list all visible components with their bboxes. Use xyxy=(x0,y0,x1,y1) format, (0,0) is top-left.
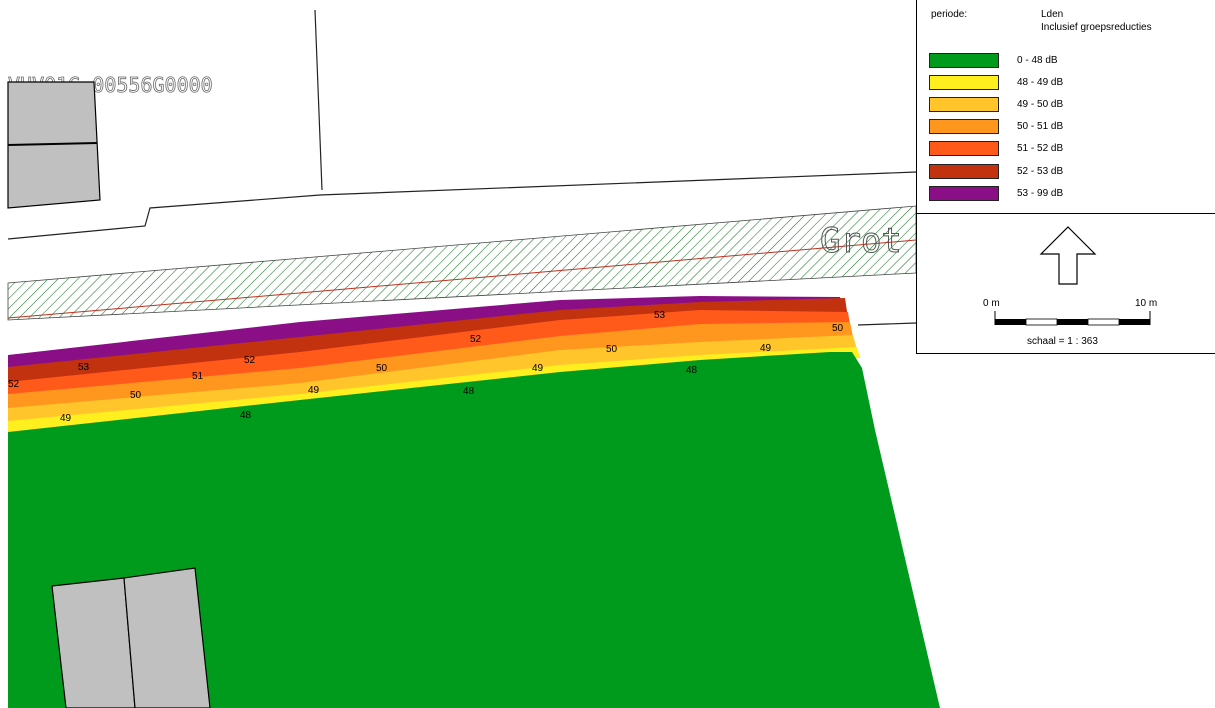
contour-label: 50 xyxy=(606,344,618,355)
contour-label: 48 xyxy=(686,365,698,376)
periode-label: periode: xyxy=(931,9,968,20)
contour-label: 50 xyxy=(376,363,388,374)
building-top-left xyxy=(7,81,101,209)
parcel-boundaries xyxy=(7,9,917,326)
scale-caption: schaal = 1 : 363 xyxy=(1027,336,1098,347)
contour-labels: 52 53 49 50 51 52 48 49 50 48 52 49 50 5… xyxy=(8,310,844,424)
legend-panel: periode: Lden Inclusief groepsreducties … xyxy=(916,0,1215,354)
noise-zones xyxy=(8,296,940,708)
contour-label: 49 xyxy=(760,343,772,354)
contour-label: 49 xyxy=(308,385,320,396)
legend-swatch xyxy=(929,97,999,112)
legend-swatch xyxy=(929,164,999,179)
contour-label: 53 xyxy=(78,362,90,373)
contour-label: 52 xyxy=(470,334,482,345)
contour-label: 49 xyxy=(60,413,72,424)
building-bottom-left xyxy=(51,567,211,708)
street-name: Grot xyxy=(820,221,902,261)
legend-label: 48 - 49 dB xyxy=(1017,77,1064,88)
contour-label: 48 xyxy=(240,410,252,421)
legend-swatch xyxy=(929,53,999,68)
contour-label: 50 xyxy=(130,390,142,401)
legend-swatch xyxy=(929,141,999,156)
legend-label: 0 - 48 dB xyxy=(1017,55,1058,66)
legend-label: 53 - 99 dB xyxy=(1017,188,1064,199)
contour-label: 53 xyxy=(654,310,666,321)
scale-right-label: 10 m xyxy=(1135,298,1157,309)
scale-bar xyxy=(994,311,1151,326)
legend-swatch xyxy=(929,119,999,134)
legend-label: 50 - 51 dB xyxy=(1017,121,1064,132)
legend-label: 51 - 52 dB xyxy=(1017,143,1064,154)
contour-label: 51 xyxy=(192,371,204,382)
periode-note: Inclusief groepsreducties xyxy=(1041,22,1152,33)
zone-0-48 xyxy=(8,352,940,708)
contour-label: 49 xyxy=(532,363,544,374)
scale-left-label: 0 m xyxy=(983,298,1000,309)
contour-label: 50 xyxy=(832,323,844,334)
legend-divider xyxy=(917,213,1215,214)
legend-swatch xyxy=(929,186,999,201)
scale-block: 0 m 10 m schaal = 1 : 363 xyxy=(983,226,1157,347)
legend-label: 49 - 50 dB xyxy=(1017,99,1064,110)
road-centerline xyxy=(7,239,917,319)
contour-label: 52 xyxy=(8,379,20,390)
periode-value: Lden xyxy=(1041,9,1064,20)
legend-swatch xyxy=(929,75,999,90)
legend-label: 52 - 53 dB xyxy=(1017,166,1064,177)
north-arrow-icon xyxy=(1039,226,1097,285)
contour-label: 48 xyxy=(463,386,475,397)
contour-label: 52 xyxy=(244,355,256,366)
